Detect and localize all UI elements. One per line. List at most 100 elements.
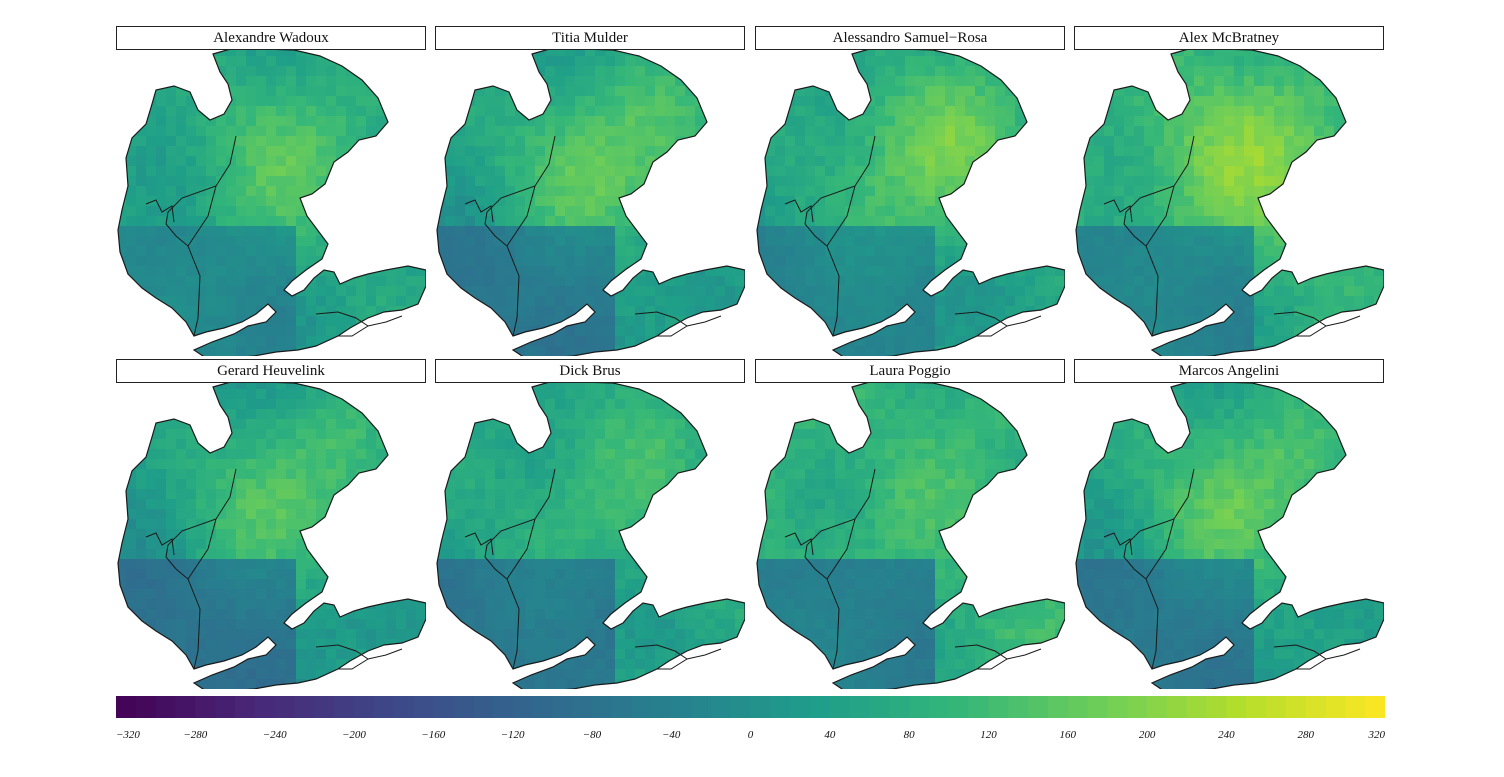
facet-panel: Gerard Heuvelink — [116, 359, 426, 689]
colorbar-bin — [1047, 696, 1069, 718]
colorbar-bin — [988, 696, 1009, 718]
colorbar-bin — [234, 696, 256, 718]
region-border — [165, 468, 237, 670]
colorbar-bin — [1266, 696, 1287, 718]
colorbar-bin — [691, 696, 712, 718]
colorbar-tick-label: 320 — [1368, 729, 1386, 741]
colorbar-bin — [1305, 696, 1327, 718]
facet-map — [117, 380, 426, 689]
region-border — [367, 315, 403, 327]
region-border — [686, 648, 722, 660]
colorbar-tick-label: 80 — [904, 729, 916, 741]
facet-map — [756, 380, 1065, 689]
facet-strip-label: Dick Brus — [435, 359, 745, 383]
colorbar-bin — [1147, 696, 1168, 718]
facet-strip-label: Alexandre Wadoux — [116, 26, 426, 50]
region-border — [1103, 532, 1133, 556]
raster-cells — [1076, 48, 1384, 356]
facet-strip-label: Gerard Heuvelink — [116, 359, 426, 383]
region-border — [634, 644, 688, 670]
region-outline — [1075, 47, 1384, 356]
colorbar-bin — [730, 696, 752, 718]
colorbar-tick-label: −120 — [501, 729, 525, 741]
region-border — [506, 518, 536, 580]
facet-strip-label: Alessandro Samuel−Rosa — [755, 26, 1065, 50]
colorbar-bin — [1087, 696, 1109, 718]
region-border — [954, 644, 1008, 670]
region-border — [1123, 135, 1195, 337]
colorbar-bin — [651, 696, 672, 718]
colorbar-bin — [1107, 696, 1128, 718]
colorbar-tick-label: 120 — [980, 729, 997, 741]
colorbar-bin — [334, 696, 355, 718]
region-border — [784, 532, 814, 556]
region-border — [367, 648, 403, 660]
colorbar-bin — [512, 696, 533, 718]
region-border — [165, 135, 237, 337]
colorbar-bin — [909, 696, 930, 718]
colorbar-bin — [968, 696, 990, 718]
colorbar-bin — [393, 696, 415, 718]
colorbar-bin — [1186, 696, 1208, 718]
region-border — [315, 311, 369, 337]
raster-cells — [757, 381, 1065, 689]
colorbar-bin — [829, 696, 851, 718]
region-border — [1273, 644, 1327, 670]
colorbar-bin — [1246, 696, 1267, 718]
facet-strip-label: Titia Mulder — [435, 26, 745, 50]
region-border — [484, 468, 556, 670]
region-border — [804, 135, 876, 337]
raster-cells — [437, 381, 745, 689]
colorbar-bin — [314, 696, 335, 718]
colorbar-bin — [1028, 696, 1049, 718]
colorbar-tick-label: −320 — [116, 729, 140, 741]
raster-cells — [118, 48, 426, 356]
colorbar-bin — [492, 696, 514, 718]
colorbar-bin — [1365, 696, 1385, 718]
region-border — [506, 185, 536, 247]
region-outline — [756, 380, 1065, 689]
colorbar-bin — [116, 696, 137, 718]
region-border — [1145, 185, 1175, 247]
colorbar-tick-label: 280 — [1297, 729, 1314, 741]
region-border — [1325, 648, 1361, 660]
colorbar-tick-label: 240 — [1218, 729, 1235, 741]
facet-map — [756, 47, 1065, 356]
region-border — [1103, 199, 1133, 223]
colorbar-bin — [175, 696, 196, 718]
colorbar-bin — [433, 696, 454, 718]
region-outline — [1075, 380, 1384, 689]
region-border — [187, 185, 217, 247]
colorbar-bin — [1345, 696, 1366, 718]
region-border — [1145, 518, 1175, 580]
facet-panel: Titia Mulder — [435, 26, 745, 356]
colorbar-bin — [413, 696, 434, 718]
colorbar-bin — [631, 696, 652, 718]
region-border — [954, 311, 1008, 337]
colorbar-bins — [116, 696, 1385, 718]
facet-panel: Alexandre Wadoux — [116, 26, 426, 356]
region-border — [634, 311, 688, 337]
region-border — [315, 644, 369, 670]
region-border — [686, 315, 722, 327]
colorbar-bin — [809, 696, 831, 718]
colorbar-tick-label: 0 — [748, 729, 754, 741]
colorbar-bin — [572, 696, 593, 718]
region-border — [1006, 648, 1042, 660]
colorbar-bin — [611, 696, 633, 718]
region-border — [145, 532, 175, 556]
raster-cells — [437, 48, 745, 356]
colorbar-bin — [155, 696, 177, 718]
facet-map — [1075, 47, 1384, 356]
region-border — [464, 532, 494, 556]
colorbar-bin — [1325, 696, 1346, 718]
facet-panel: Alex McBratney — [1074, 26, 1384, 356]
raster-cells — [757, 48, 1065, 356]
colorbar-bin — [750, 696, 771, 718]
region-border — [826, 518, 856, 580]
region-border — [826, 185, 856, 247]
region-border — [1273, 311, 1327, 337]
colorbar-bin — [948, 696, 970, 718]
region-outline — [117, 380, 426, 689]
colorbar-bin — [1127, 696, 1148, 718]
